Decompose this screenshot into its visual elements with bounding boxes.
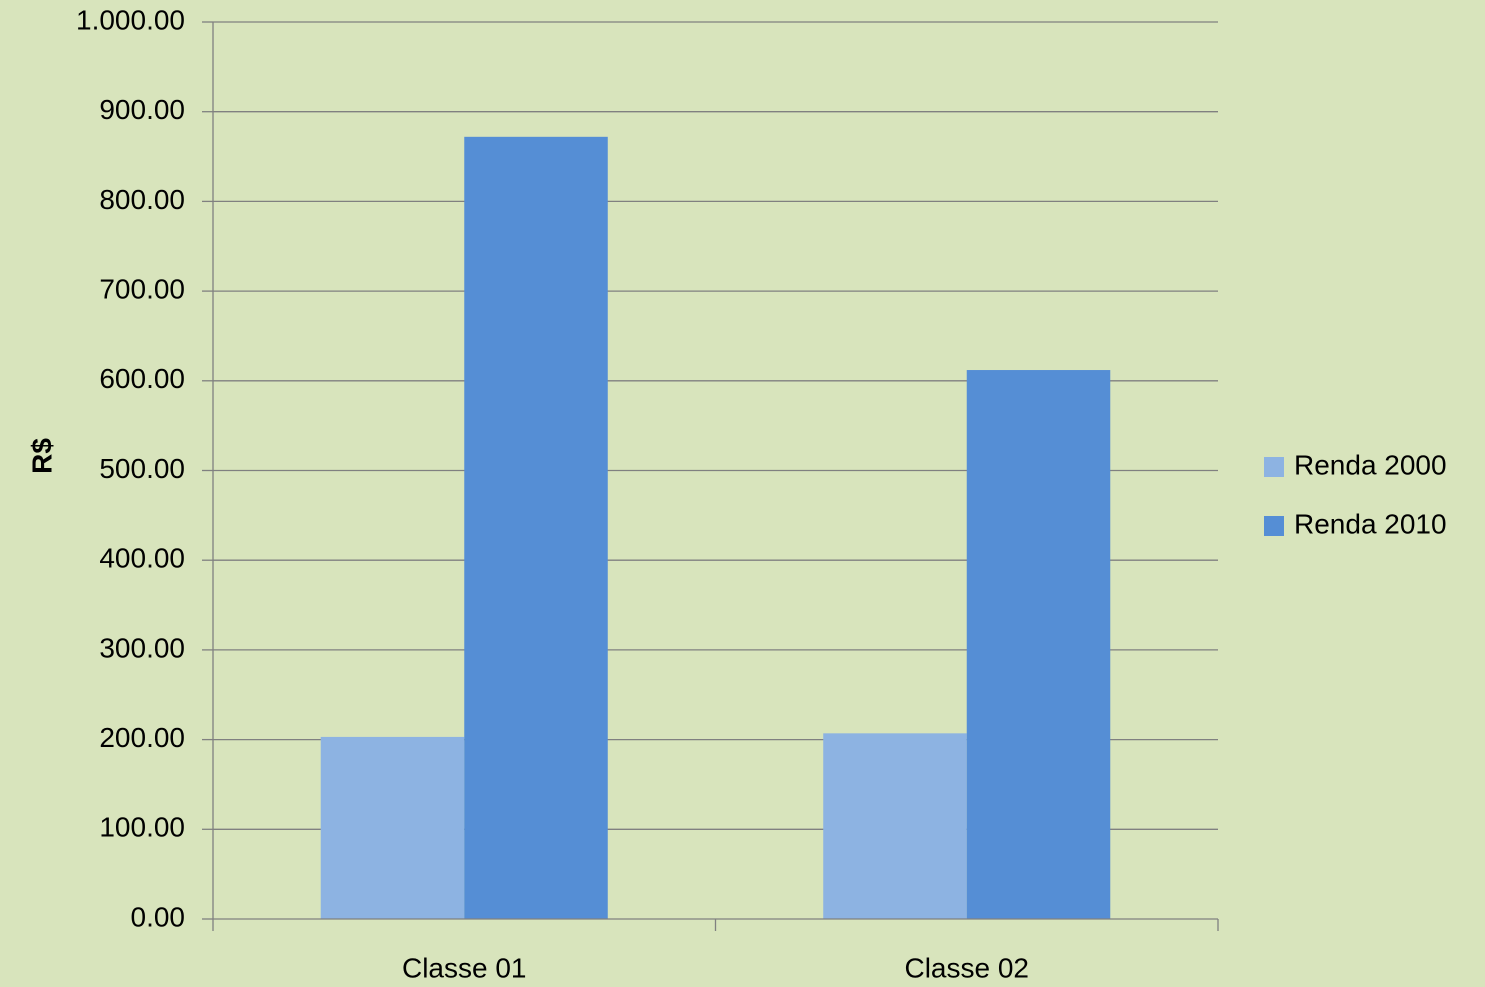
axes [212, 22, 1219, 931]
bar-renda-2000-classe-02 [823, 733, 967, 919]
legend-label: Renda 2010 [1294, 508, 1447, 539]
y-tick-label: 400.00 [99, 543, 185, 574]
y-tick-label: 100.00 [99, 812, 185, 843]
bar-renda-2010-classe-02 [966, 370, 1111, 919]
y-tick-label: 900.00 [99, 94, 185, 125]
y-axis-title: R$ [26, 438, 57, 474]
y-tick-label: 200.00 [99, 722, 185, 753]
legend-swatch [1264, 516, 1284, 536]
x-category-label: Classe 01 [402, 952, 527, 983]
legend-swatch [1264, 457, 1284, 477]
y-tick-label: 800.00 [99, 184, 185, 215]
bars [320, 136, 1111, 920]
y-tick-label: 600.00 [99, 363, 185, 394]
y-tick-label: 1.000.00 [76, 4, 185, 35]
y-tick-label: 0.00 [131, 901, 186, 932]
bar-renda-2010-classe-01 [464, 136, 608, 920]
y-tick-label: 500.00 [99, 453, 185, 484]
legend-label: Renda 2000 [1294, 449, 1447, 480]
x-category-label: Classe 02 [904, 952, 1029, 983]
legend: Renda 2000 Renda 2010 [1264, 449, 1447, 539]
y-tick-labels: 0.00 100.00 200.00 300.00 400.00 500.00 600.00… [76, 4, 185, 932]
x-category-labels: Classe 01 Classe 02 [402, 952, 1029, 983]
y-tick-label: 700.00 [99, 273, 185, 304]
y-tick-label: 300.00 [99, 632, 185, 663]
bar-renda-2000-classe-01 [320, 736, 465, 919]
